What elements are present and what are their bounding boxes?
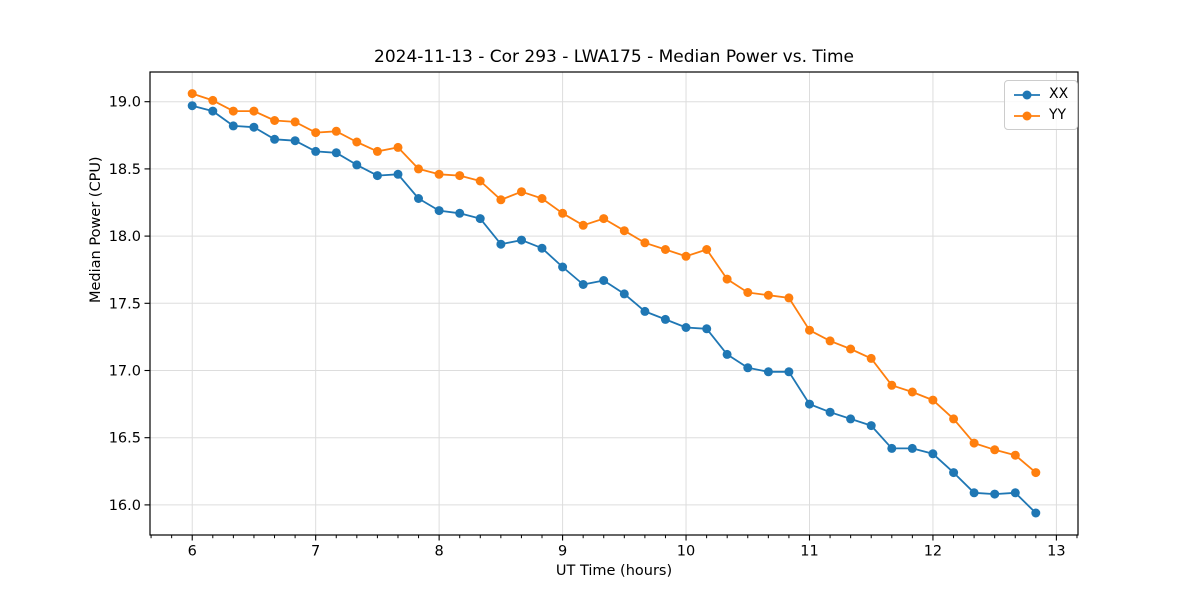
svg-text:17.0: 17.0 xyxy=(109,363,141,379)
svg-text:16.5: 16.5 xyxy=(109,431,141,447)
svg-text:10: 10 xyxy=(677,544,695,560)
legend: XX YY xyxy=(1004,80,1079,130)
svg-text:8: 8 xyxy=(435,544,444,560)
svg-text:13: 13 xyxy=(1047,544,1065,560)
svg-text:19.0: 19.0 xyxy=(109,95,141,111)
legend-line-marker-xx-icon xyxy=(1014,90,1040,99)
legend-item-xx: XX xyxy=(1013,85,1068,104)
legend-label-yy: YY xyxy=(1049,107,1067,123)
svg-text:18.5: 18.5 xyxy=(109,162,141,178)
svg-text:6: 6 xyxy=(188,544,197,560)
legend-item-yy: YY xyxy=(1013,106,1068,125)
svg-text:16.0: 16.0 xyxy=(109,498,141,514)
svg-text:18.0: 18.0 xyxy=(109,229,141,245)
svg-text:7: 7 xyxy=(311,544,320,560)
svg-text:12: 12 xyxy=(924,544,942,560)
legend-line-marker-yy-icon xyxy=(1014,111,1040,120)
svg-text:9: 9 xyxy=(558,544,567,560)
chart-title: 2024-11-13 - Cor 293 - LWA175 - Median P… xyxy=(374,47,854,67)
legend-label-xx: XX xyxy=(1049,86,1069,102)
svg-text:17.5: 17.5 xyxy=(109,296,141,312)
svg-text:11: 11 xyxy=(800,544,818,560)
x-axis-label: UT Time (hours) xyxy=(555,563,673,579)
